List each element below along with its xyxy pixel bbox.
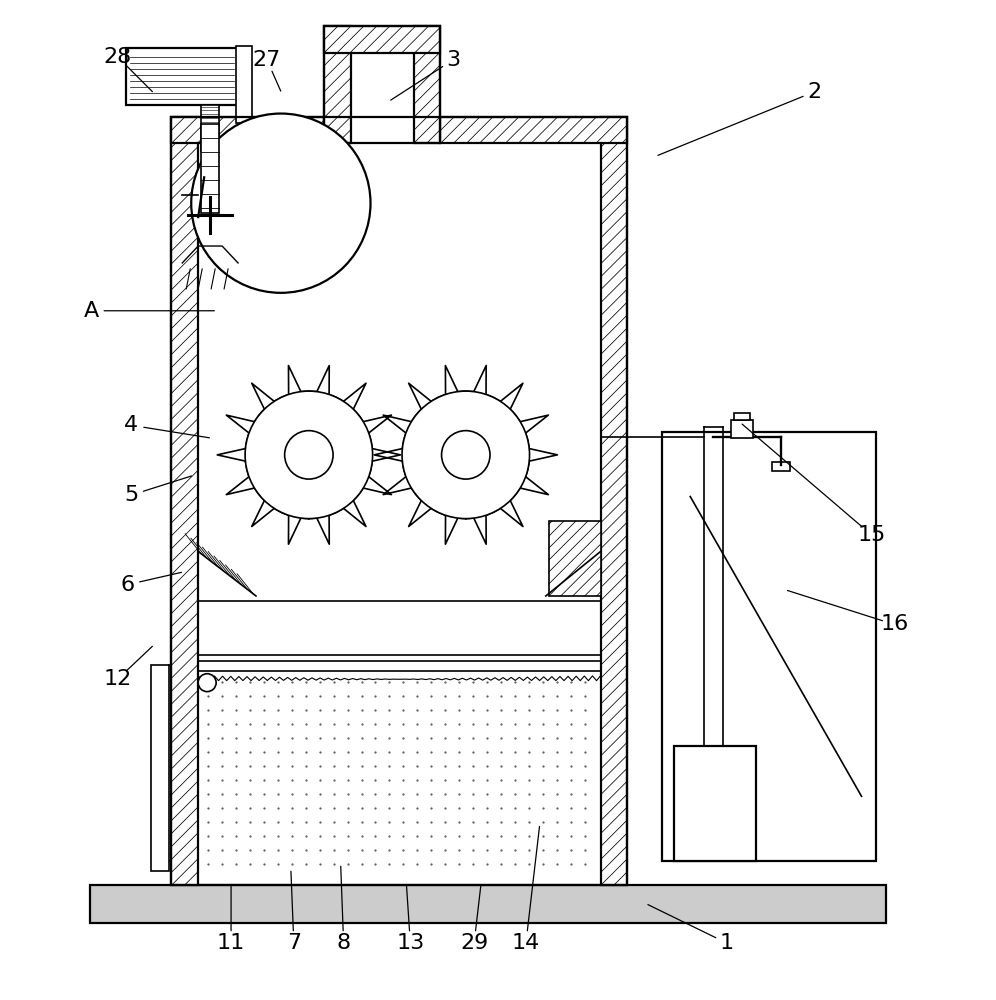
Text: 14: 14 [512,933,540,953]
Text: 11: 11 [217,933,245,953]
Bar [549,521,601,596]
Circle shape [402,391,530,519]
Bar [90,885,886,923]
Text: 27: 27 [253,50,281,70]
Text: 1: 1 [720,933,734,953]
Bar [674,746,756,861]
Text: 13: 13 [396,933,424,953]
Circle shape [215,361,402,548]
Bar [413,26,440,143]
Bar [201,124,219,213]
Text: 28: 28 [104,47,131,67]
Circle shape [441,431,490,479]
Bar [731,420,753,438]
Bar [772,462,790,471]
Bar [324,26,351,143]
Bar [201,105,219,151]
Text: 12: 12 [104,669,131,689]
Circle shape [245,391,373,519]
Text: 15: 15 [858,525,885,545]
Circle shape [198,674,216,692]
Text: 4: 4 [124,415,138,435]
Bar [171,117,198,885]
Circle shape [285,431,333,479]
Text: 16: 16 [880,614,908,635]
Text: 5: 5 [124,485,138,505]
Text: 3: 3 [446,50,460,70]
Text: 6: 6 [121,575,134,595]
Bar [601,117,627,885]
Bar [236,46,252,123]
Text: 8: 8 [337,933,351,953]
Circle shape [191,114,371,293]
Bar [324,26,440,53]
Bar [440,117,627,143]
Bar [324,26,440,143]
Circle shape [373,361,560,548]
Bar [662,432,876,861]
Bar [171,117,627,885]
Text: 7: 7 [287,933,301,953]
Bar [171,117,324,143]
Text: 29: 29 [460,933,488,953]
Text: A: A [84,301,100,321]
Text: 2: 2 [808,82,822,102]
Bar [151,665,169,871]
Bar [126,48,238,105]
Bar [734,413,750,420]
